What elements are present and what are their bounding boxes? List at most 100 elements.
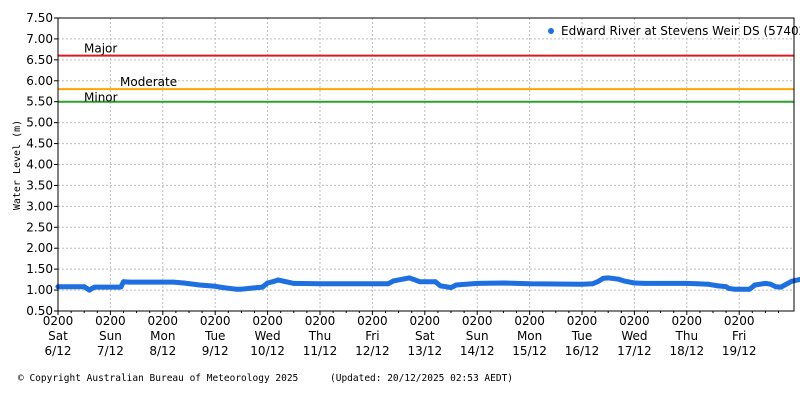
x-tick-label-line: 9/12 [202, 344, 229, 358]
data-point [254, 285, 260, 290]
x-tick-label-line: Tue [571, 329, 593, 343]
data-point [212, 283, 218, 289]
x-tick-label-line: 19/12 [722, 344, 757, 358]
y-axis-ticks: 7.50 7.00 6.50 6.00 5.50 5.00 4.50 4.00 3.50 3.00… [26, 11, 58, 318]
threshold-label-major: Major [84, 42, 117, 56]
threshold-label-minor: Minor [84, 91, 118, 105]
data-point [239, 286, 244, 292]
data-point [453, 282, 459, 288]
y-tick-label: 5.50 [26, 95, 53, 109]
data-point [385, 281, 391, 287]
data-point [275, 277, 281, 283]
y-tick-label: 7.50 [26, 11, 53, 25]
data-point [797, 277, 800, 282]
y-tick-label: 6.50 [26, 53, 53, 67]
x-tick-label-line: 13/12 [408, 344, 443, 358]
x-tick-label-line: 10/12 [250, 344, 285, 358]
x-tick-label-line: 7/12 [97, 344, 124, 358]
x-tick-label-line: 0200 [410, 314, 441, 328]
x-tick-label-line: 18/12 [670, 344, 705, 358]
data-point [726, 286, 732, 291]
x-tick-label-line: 0200 [95, 314, 126, 328]
x-tick-label-line: 0200 [462, 314, 493, 328]
x-tick-label-line: Fri [732, 329, 746, 343]
data-point [621, 278, 627, 284]
x-tick-label-line: Sat [415, 329, 435, 343]
x-tick-label-line: Mon [517, 329, 542, 343]
data-point [260, 284, 265, 290]
x-tick-label-line: 0200 [148, 314, 179, 328]
data-point [417, 279, 422, 285]
x-axis-ticks: 0200Sat6/120200Sun7/120200Mon8/120200Tue… [43, 311, 779, 358]
x-tick-label-line: Fri [365, 329, 379, 343]
legend-series-name: Edward River at Stevens Weir DS (574024) [561, 24, 800, 38]
x-tick-label-line: 0200 [567, 314, 598, 328]
y-tick-label: 2.00 [26, 241, 53, 255]
data-point [715, 283, 721, 289]
data-point [370, 281, 375, 287]
updated-timestamp: (Updated: 20/12/2025 02:53 AEDT) [330, 373, 514, 384]
x-tick-label-line: Sun [466, 329, 489, 343]
data-point [616, 276, 622, 282]
y-tick-label: 4.50 [26, 137, 53, 151]
data-point [731, 286, 737, 292]
x-tick-label-line: 12/12 [355, 344, 390, 358]
x-tick-label-line: Tue [204, 329, 226, 343]
y-tick-label: 1.00 [26, 283, 53, 297]
data-point [763, 281, 768, 286]
data-point [684, 281, 690, 286]
data-point [92, 284, 98, 290]
data-point [432, 279, 438, 285]
series-layer [55, 275, 800, 293]
x-tick-label-line: 0200 [305, 314, 336, 328]
data-point [773, 284, 779, 290]
x-tick-label-line: 0200 [43, 314, 74, 328]
x-tick-label-line: Sun [99, 329, 122, 343]
data-point [265, 280, 270, 286]
data-point [789, 278, 794, 284]
y-tick-label: 3.00 [26, 199, 53, 213]
data-point [736, 286, 742, 292]
y-tick-label: 7.00 [26, 32, 53, 46]
data-point [595, 279, 601, 285]
data-point [443, 284, 449, 290]
data-point [527, 281, 532, 287]
legend: Edward River at Stevens Weir DS (574024) [548, 24, 800, 38]
x-tick-label-line: Thu [675, 329, 699, 343]
data-point [778, 284, 784, 290]
data-point [391, 278, 396, 284]
x-tick-label-line: 0200 [672, 314, 703, 328]
data-point [438, 283, 443, 289]
data-point [590, 281, 595, 287]
data-point [747, 286, 753, 292]
x-tick-label-line: 15/12 [512, 344, 547, 358]
y-tick-label: 0.50 [26, 304, 53, 318]
data-point [118, 284, 124, 290]
y-tick-label: 6.00 [26, 74, 53, 88]
data-point [406, 275, 412, 281]
data-point [317, 281, 323, 287]
x-tick-label-line: 17/12 [617, 344, 652, 358]
data-point [121, 279, 126, 285]
y-tick-label: 3.50 [26, 178, 53, 192]
data-point [642, 281, 648, 286]
data-point [752, 282, 758, 288]
x-tick-label-line: 0200 [619, 314, 650, 328]
legend-marker [548, 28, 554, 34]
data-point [694, 281, 700, 287]
y-tick-label: 2.50 [26, 220, 53, 234]
data-point [448, 285, 454, 290]
x-tick-label-line: 0200 [357, 314, 388, 328]
data-point [632, 280, 637, 286]
